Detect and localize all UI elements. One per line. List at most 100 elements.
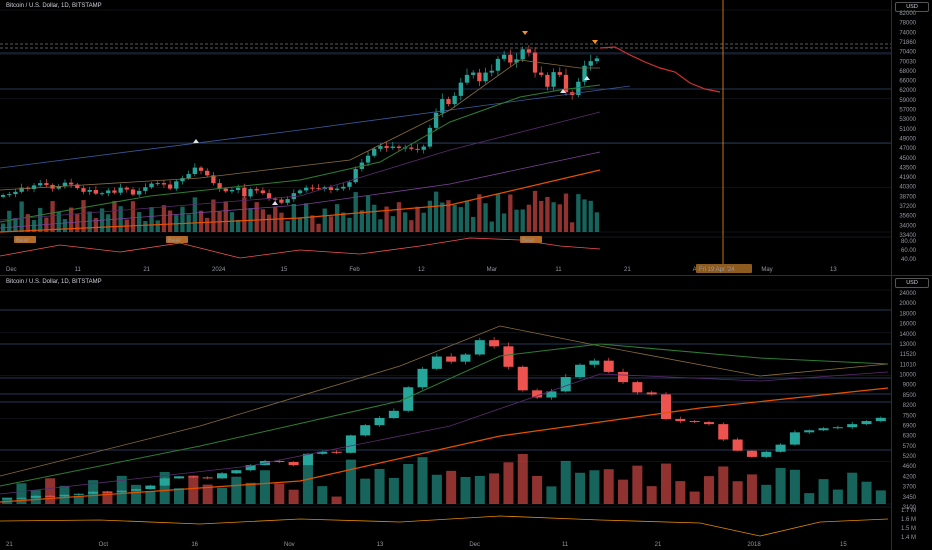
candle[interactable] bbox=[99, 193, 105, 195]
candle[interactable] bbox=[106, 190, 111, 194]
top-price-axis[interactable]: USD bbox=[891, 0, 932, 275]
candle[interactable] bbox=[205, 170, 210, 176]
candle[interactable] bbox=[847, 424, 858, 428]
candle[interactable] bbox=[310, 187, 315, 189]
candle[interactable] bbox=[274, 460, 285, 463]
candle[interactable] bbox=[279, 199, 284, 203]
bottom-price-axis[interactable]: USD bbox=[891, 276, 932, 550]
bottom-chart-pane[interactable]: 24000 20000 18000 16000 14000 13000 11520 11010… bbox=[0, 276, 932, 550]
candle[interactable] bbox=[347, 182, 352, 187]
candle[interactable] bbox=[180, 178, 185, 182]
candle[interactable] bbox=[56, 186, 61, 189]
candle[interactable] bbox=[532, 52, 538, 73]
candle[interactable] bbox=[13, 191, 18, 195]
candle[interactable] bbox=[689, 421, 700, 423]
candle[interactable] bbox=[804, 430, 815, 433]
candle[interactable] bbox=[761, 451, 772, 457]
signal-marker-down[interactable] bbox=[592, 40, 598, 44]
candle[interactable] bbox=[345, 435, 356, 453]
candle[interactable] bbox=[508, 54, 513, 63]
candle[interactable] bbox=[861, 421, 872, 425]
candle[interactable] bbox=[285, 199, 290, 203]
crosshair-date-badge[interactable] bbox=[696, 264, 752, 273]
candle[interactable] bbox=[403, 387, 414, 411]
candle[interactable] bbox=[390, 146, 395, 148]
candle[interactable] bbox=[260, 190, 266, 194]
candle[interactable] bbox=[198, 167, 204, 171]
candle[interactable] bbox=[331, 451, 342, 453]
candle[interactable] bbox=[594, 58, 600, 62]
candle[interactable] bbox=[732, 439, 743, 451]
candle[interactable] bbox=[440, 99, 445, 113]
candle[interactable] bbox=[334, 188, 340, 190]
candle[interactable] bbox=[474, 340, 485, 355]
candle[interactable] bbox=[38, 183, 43, 186]
candle[interactable] bbox=[546, 391, 557, 398]
candle[interactable] bbox=[588, 61, 593, 66]
candle[interactable] bbox=[646, 392, 657, 395]
candle[interactable] bbox=[477, 72, 482, 82]
candle[interactable] bbox=[0, 195, 6, 197]
ma-200-line[interactable] bbox=[0, 387, 889, 503]
candle[interactable] bbox=[433, 112, 439, 128]
candle[interactable] bbox=[489, 70, 494, 73]
candle[interactable] bbox=[192, 167, 198, 174]
candle[interactable] bbox=[62, 182, 68, 187]
candle[interactable] bbox=[446, 356, 457, 362]
candle[interactable] bbox=[124, 187, 129, 190]
ma-150-line[interactable] bbox=[0, 151, 601, 229]
candle[interactable] bbox=[832, 427, 843, 429]
candle[interactable] bbox=[365, 155, 371, 163]
candle[interactable] bbox=[211, 175, 216, 184]
candle[interactable] bbox=[155, 183, 160, 185]
candle[interactable] bbox=[81, 188, 86, 192]
candle[interactable] bbox=[483, 72, 488, 82]
candle[interactable] bbox=[248, 189, 253, 197]
candle[interactable] bbox=[149, 183, 154, 188]
candle[interactable] bbox=[875, 417, 886, 422]
candle[interactable] bbox=[353, 168, 358, 183]
candle[interactable] bbox=[703, 422, 714, 425]
candle[interactable] bbox=[75, 184, 80, 189]
signal-marker-up[interactable] bbox=[560, 89, 566, 93]
candle[interactable] bbox=[245, 465, 256, 471]
candle[interactable] bbox=[143, 187, 148, 191]
candle[interactable] bbox=[384, 146, 389, 148]
candle[interactable] bbox=[557, 72, 562, 75]
ma-20-line[interactable] bbox=[0, 325, 889, 477]
candle[interactable] bbox=[388, 410, 399, 418]
signal-marker-up[interactable] bbox=[272, 201, 278, 205]
candle[interactable] bbox=[396, 146, 402, 148]
candle[interactable] bbox=[520, 49, 525, 60]
signal-marker-up[interactable] bbox=[193, 139, 199, 143]
candle[interactable] bbox=[231, 470, 242, 474]
candle[interactable] bbox=[632, 382, 643, 393]
bottom-currency-label[interactable]: USD bbox=[895, 278, 929, 288]
candle[interactable] bbox=[582, 65, 587, 82]
candle[interactable] bbox=[266, 193, 272, 199]
oscillator-line[interactable] bbox=[0, 237, 601, 259]
ma-100-line[interactable] bbox=[0, 371, 889, 495]
candle[interactable] bbox=[304, 187, 309, 191]
candle[interactable] bbox=[7, 194, 12, 196]
candle[interactable] bbox=[217, 183, 222, 189]
candle[interactable] bbox=[328, 187, 334, 190]
ma-50-line[interactable] bbox=[0, 84, 601, 223]
candle[interactable] bbox=[254, 189, 259, 191]
candle[interactable] bbox=[68, 182, 74, 185]
bear-badge[interactable] bbox=[520, 236, 542, 243]
candle[interactable] bbox=[526, 49, 532, 53]
candle[interactable] bbox=[775, 444, 786, 452]
candle[interactable] bbox=[603, 360, 614, 372]
candle[interactable] bbox=[409, 147, 414, 149]
top-chart-canvas[interactable]: 82000 78000 74000 71860 70400 70030 68000 66000… bbox=[0, 0, 932, 275]
candle[interactable] bbox=[575, 364, 586, 378]
candle[interactable] bbox=[471, 72, 476, 75]
candle[interactable] bbox=[229, 189, 235, 192]
candle[interactable] bbox=[501, 54, 507, 59]
candle[interactable] bbox=[297, 190, 303, 194]
candle[interactable] bbox=[186, 173, 191, 179]
candle[interactable] bbox=[130, 189, 136, 195]
candle[interactable] bbox=[421, 146, 426, 150]
candle[interactable] bbox=[316, 188, 321, 190]
